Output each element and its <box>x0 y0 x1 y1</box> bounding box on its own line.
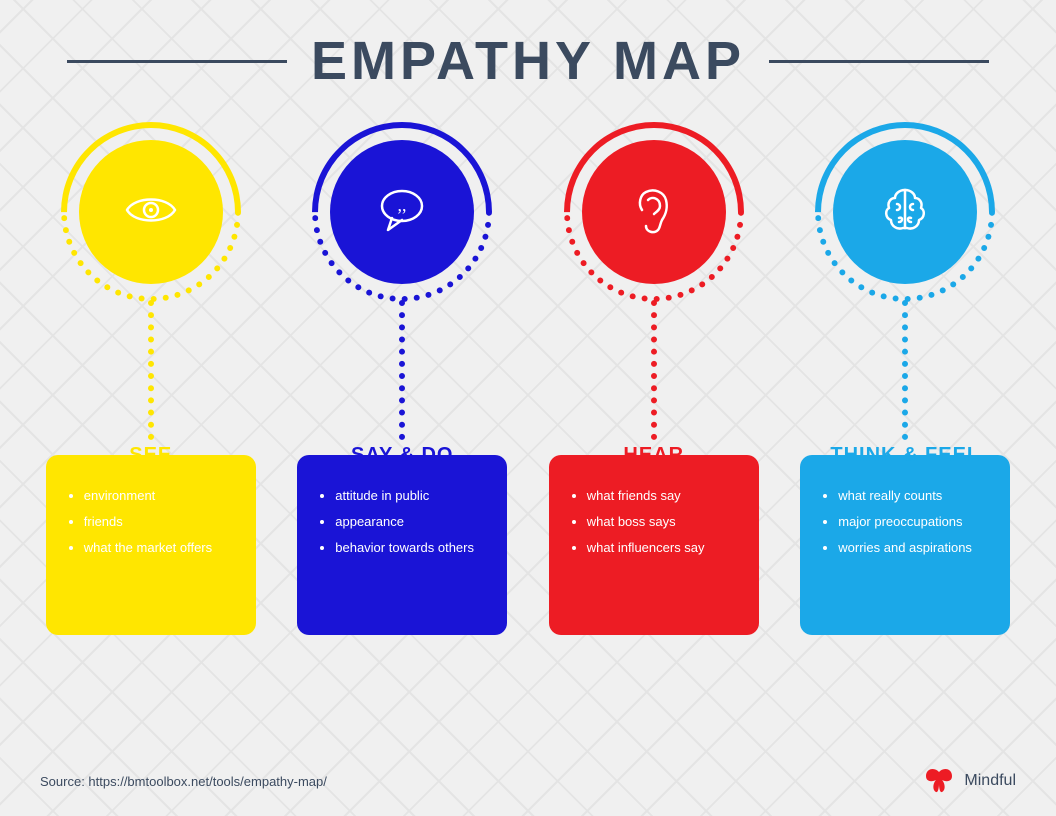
circle-inner: ,, <box>330 140 474 284</box>
circle-saydo: ,, <box>312 122 492 302</box>
circle-hear <box>564 122 744 302</box>
list-item: what friends say <box>587 483 741 509</box>
list-item: attitude in public <box>335 483 489 509</box>
connector-line <box>651 300 657 440</box>
card-hear: what friends saywhat boss sayswhat influ… <box>549 455 759 635</box>
list-item: worries and aspirations <box>838 535 992 561</box>
column-thinkfeel: THINK & FEEL what really countsmajor pre… <box>785 122 1025 635</box>
footer: Source: https://bmtoolbox.net/tools/empa… <box>40 768 1016 794</box>
list-item: environment <box>84 483 238 509</box>
connector-line <box>902 300 908 440</box>
brand-name: Mindful <box>964 772 1016 790</box>
eye-icon <box>121 180 181 245</box>
card-see: environmentfriendswhat the market offers <box>46 455 256 635</box>
speech-icon: ,, <box>372 180 432 245</box>
column-see: SEE environmentfriendswhat the market of… <box>31 122 271 635</box>
header-line-left <box>67 60 287 63</box>
header-line-right <box>769 60 989 63</box>
connector-line <box>399 300 405 440</box>
brand-badge: Mindful <box>924 768 1016 794</box>
columns-container: SEE environmentfriendswhat the market of… <box>0 92 1056 635</box>
card-title-thinkfeel: THINK & FEEL <box>830 444 980 467</box>
circle-see <box>61 122 241 302</box>
circle-inner <box>79 140 223 284</box>
card-saydo: attitude in publicappearancebehavior tow… <box>297 455 507 635</box>
source-text: Source: https://bmtoolbox.net/tools/empa… <box>40 774 327 789</box>
butterfly-icon <box>924 768 954 794</box>
column-saydo: ,, SAY & DO attitude in publicappearance… <box>282 122 522 635</box>
list-item: appearance <box>335 509 489 535</box>
ear-icon <box>624 180 684 245</box>
circle-inner <box>582 140 726 284</box>
circle-thinkfeel <box>815 122 995 302</box>
card-list: attitude in publicappearancebehavior tow… <box>315 483 489 561</box>
brain-icon <box>875 180 935 245</box>
list-item: behavior towards others <box>335 535 489 561</box>
card-title-hear: HEAR <box>623 444 684 467</box>
list-item: major preoccupations <box>838 509 992 535</box>
page-title: EMPATHY MAP <box>311 30 745 92</box>
svg-text:,,: ,, <box>398 195 407 215</box>
connector-line <box>148 300 154 440</box>
card-list: environmentfriendswhat the market offers <box>64 483 238 561</box>
list-item: what influencers say <box>587 535 741 561</box>
column-hear: HEAR what friends saywhat boss sayswhat … <box>534 122 774 635</box>
card-title-see: SEE <box>129 444 172 467</box>
card-list: what friends saywhat boss sayswhat influ… <box>567 483 741 561</box>
list-item: what the market offers <box>84 535 238 561</box>
list-item: what really counts <box>838 483 992 509</box>
card-list: what really countsmajor preoccupationswo… <box>818 483 992 561</box>
list-item: friends <box>84 509 238 535</box>
card-title-saydo: SAY & DO <box>351 444 453 467</box>
card-thinkfeel: what really countsmajor preoccupationswo… <box>800 455 1010 635</box>
circle-inner <box>833 140 977 284</box>
list-item: what boss says <box>587 509 741 535</box>
header: EMPATHY MAP <box>0 0 1056 92</box>
